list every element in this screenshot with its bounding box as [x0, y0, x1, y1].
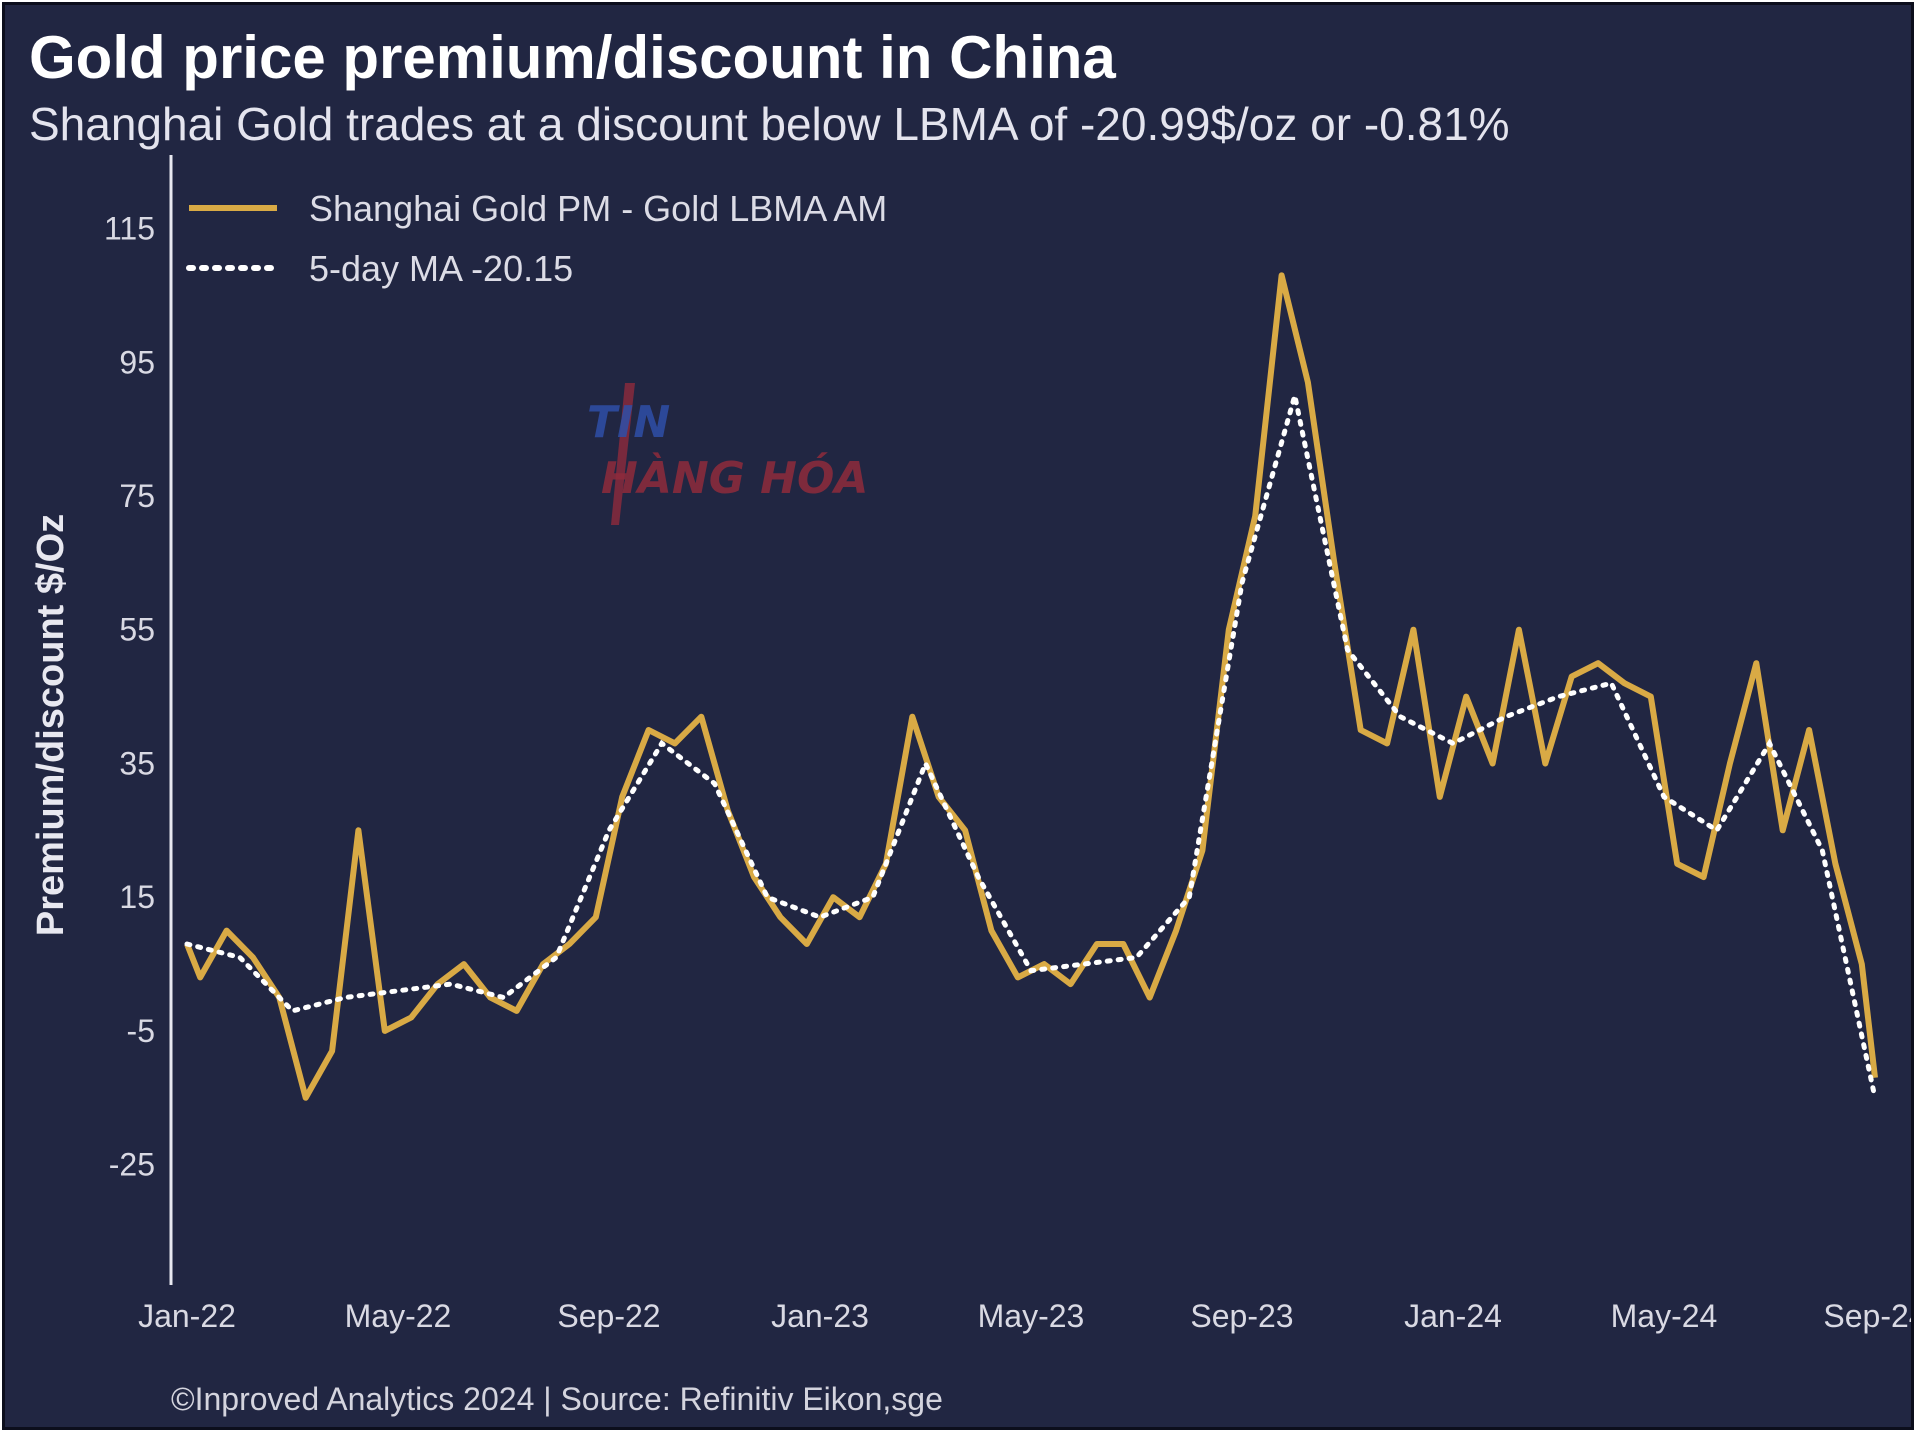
legend: Shanghai Gold PM - Gold LBMA AM 5-day MA… — [186, 188, 887, 289]
y-tick-label: 35 — [119, 745, 155, 781]
watermark-line2: HÀNG HÓA — [601, 451, 868, 504]
series-layer — [184, 272, 1878, 1101]
y-axis-title: Premium/discount $/Oz — [30, 514, 72, 936]
y-tick-labels: 115 95 75 55 35 15 -5 -25 — [104, 211, 155, 1183]
x-tick-label: Sep-24 — [1823, 1298, 1911, 1334]
y-tick-label: 95 — [119, 344, 155, 380]
x-tick-label: Sep-23 — [1190, 1298, 1293, 1334]
y-tick-label: 55 — [119, 612, 155, 648]
chart-footer: ©Inproved Analytics 2024 | Source: Refin… — [171, 1381, 943, 1417]
legend-label-main: Shanghai Gold PM - Gold LBMA AM — [309, 188, 887, 229]
y-tick-label: -25 — [109, 1147, 155, 1183]
series-line-main — [184, 272, 1878, 1101]
y-tick-label: 15 — [119, 879, 155, 915]
watermark: TIN HÀNG HÓA — [587, 383, 868, 525]
x-tick-label: May-23 — [978, 1298, 1085, 1334]
y-tick-label: -5 — [127, 1013, 155, 1049]
series-line-ma — [184, 395, 1878, 1101]
chart-title: Gold price premium/discount in China — [29, 24, 1116, 91]
watermark-icon — [611, 383, 635, 525]
y-tick-label: 75 — [119, 478, 155, 514]
x-tick-labels: Jan-22 May-22 Sep-22 Jan-23 May-23 Sep-23 Jan-… — [138, 1298, 1911, 1334]
y-tick-label: 115 — [104, 211, 155, 247]
chart-svg: TIN HÀNG HÓA 115 95 75 55 35 15 -5 -25 Jan-22 Ma… — [30, 155, 1911, 1334]
x-tick-label: Jan-22 — [138, 1298, 236, 1334]
x-tick-label: Jan-24 — [1404, 1298, 1502, 1334]
x-tick-label: Sep-22 — [557, 1298, 660, 1334]
watermark-line1: TIN — [587, 397, 670, 448]
legend-label-ma: 5-day MA -20.15 — [309, 248, 573, 289]
x-tick-label: Jan-23 — [771, 1298, 869, 1334]
chart-subtitle: Shanghai Gold trades at a discount below… — [29, 98, 1510, 150]
x-tick-label: May-24 — [1611, 1298, 1718, 1334]
x-tick-label: May-22 — [345, 1298, 452, 1334]
